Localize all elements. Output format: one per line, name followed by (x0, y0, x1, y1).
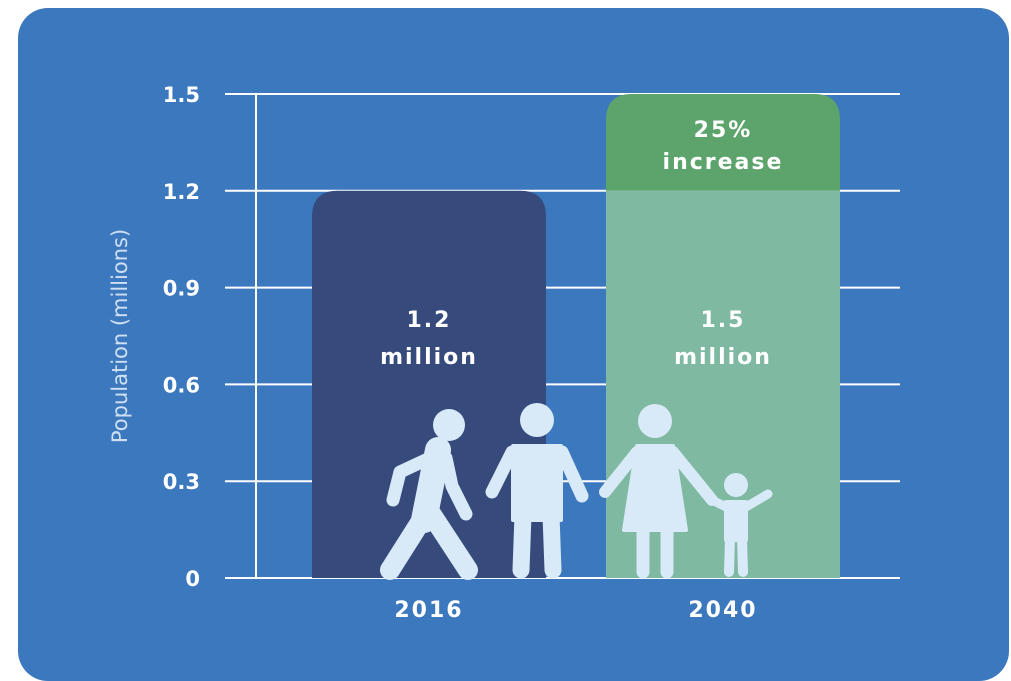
woman-icon (599, 404, 718, 579)
y-tick-label: 1.5 (163, 83, 200, 107)
bar-data-label: 1.5 (701, 308, 746, 333)
x-tick-label: 2016 (394, 598, 463, 623)
y-tick-label: 0 (185, 567, 200, 591)
bars: 1.2 million 25% increase 1.5 million (312, 94, 840, 579)
increase-label: 25% (694, 118, 753, 143)
people-illustration (380, 403, 773, 580)
y-tick-label: 0.9 (163, 277, 200, 301)
increase-label: increase (663, 150, 784, 175)
bar-2040-increase-segment (606, 94, 840, 191)
bar-data-label: million (380, 345, 478, 370)
y-tick-label: 1.2 (163, 180, 200, 204)
y-tick-labels: 0 0.3 0.6 0.9 1.2 1.5 (163, 83, 200, 591)
walking-person-icon (380, 409, 478, 580)
y-tick-label: 0.6 (163, 373, 200, 397)
child-icon (707, 473, 773, 577)
x-tick-labels: 2016 2040 (394, 598, 757, 623)
standing-man-icon (485, 403, 589, 579)
x-tick-label: 2040 (688, 598, 757, 623)
bar-data-label: million (674, 345, 772, 370)
bar-2016 (312, 190, 546, 579)
y-tick-label: 0.3 (163, 470, 200, 494)
y-axis-label: Population (millions) (108, 229, 132, 443)
bar-data-label: 1.2 (407, 308, 452, 333)
